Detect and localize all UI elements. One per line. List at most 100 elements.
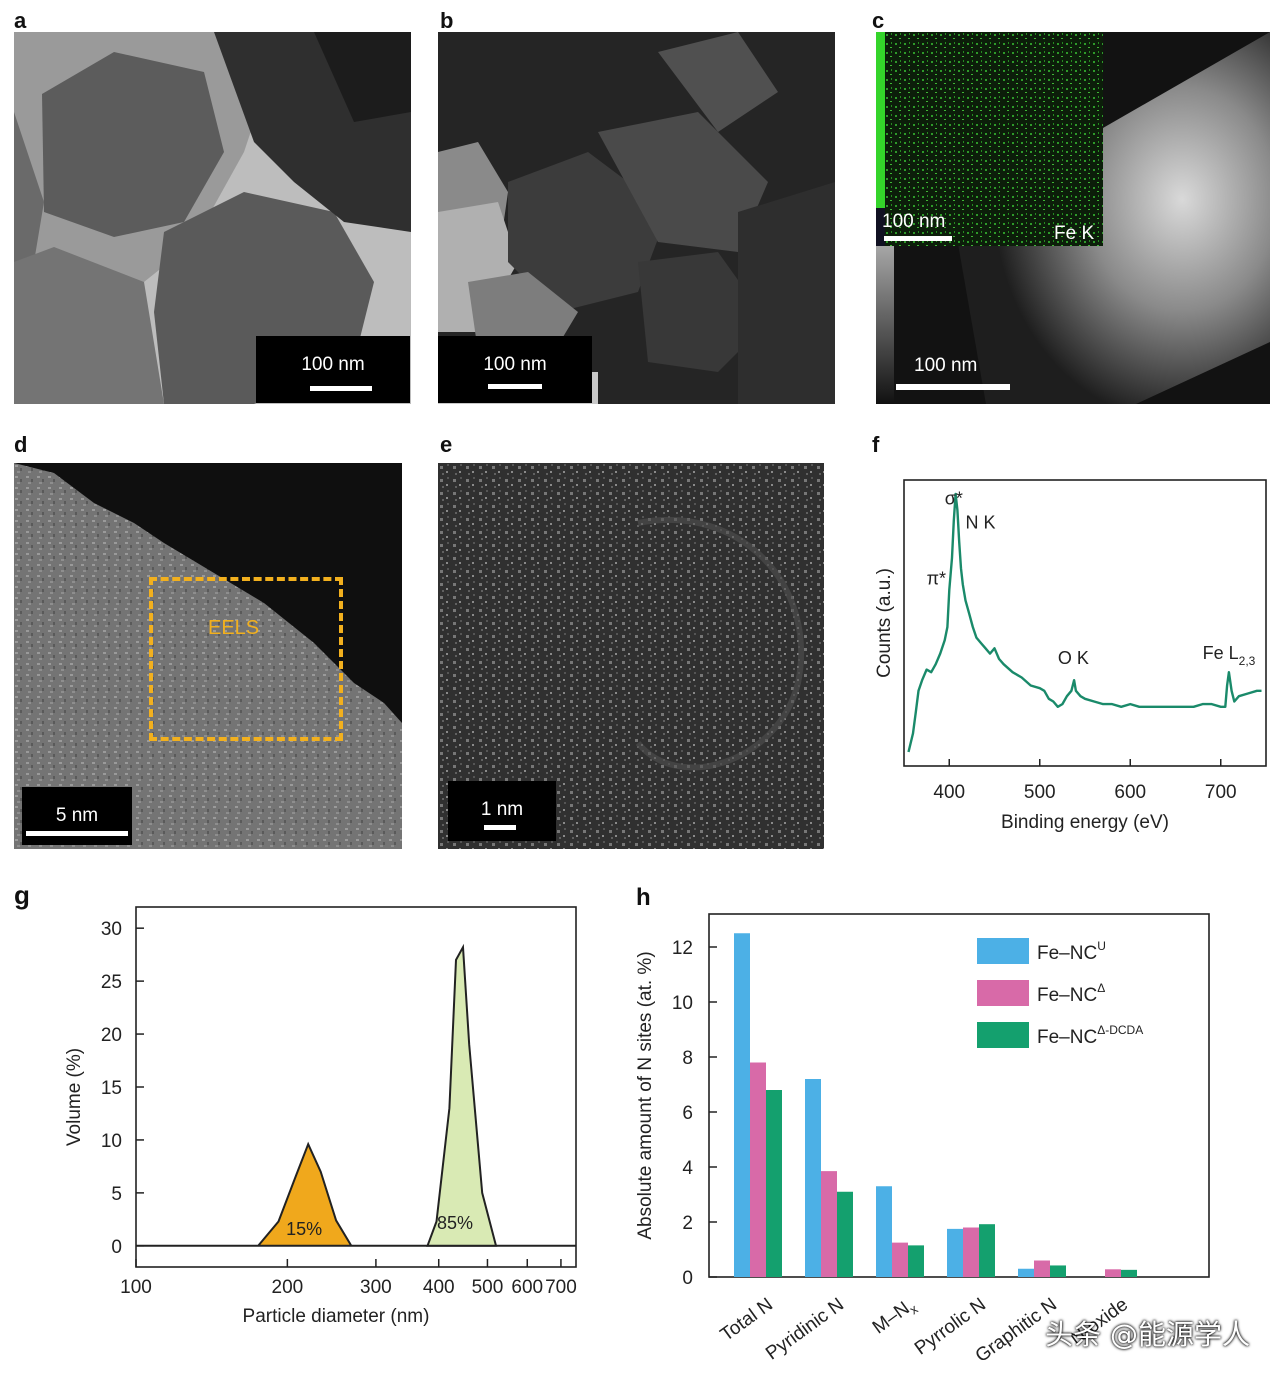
annotation-label: Fe L2,3: [1203, 643, 1256, 668]
x-tick-label: 500: [472, 1277, 504, 1298]
x-axis-label: Particle diameter (nm): [243, 1306, 430, 1327]
bar-1-1: [821, 1171, 837, 1277]
bar-2-2: [908, 1245, 924, 1277]
legend-swatch-0: [977, 938, 1029, 964]
edx-inset-scale-bar: [884, 236, 952, 241]
panel-letter-c: c: [872, 8, 885, 33]
bar-0-2: [766, 1090, 782, 1277]
x-tick-label: 300: [360, 1277, 392, 1298]
y-tick-label: 2: [682, 1213, 693, 1234]
bar-0-0: [734, 933, 750, 1277]
panel-letter-g: g: [14, 880, 30, 910]
bar-1-0: [805, 1079, 821, 1277]
eels-roi-box: [149, 577, 343, 741]
stem-image-d-graphic: [14, 463, 402, 849]
scale-bar-d-label: 5 nm: [55, 805, 99, 826]
category-subscript: x: [907, 1301, 921, 1317]
y-tick-label: 20: [101, 1025, 122, 1046]
x-tick-label: 600: [511, 1277, 543, 1298]
distribution-label-2: 85%: [437, 1213, 473, 1233]
y-tick-label: 8: [682, 1048, 693, 1069]
y-tick-label: 5: [111, 1184, 122, 1205]
plot-frame: [903, 479, 1267, 767]
y-tick-label: 25: [101, 972, 122, 993]
panel-letter-b: b: [440, 8, 454, 33]
y-axis-label: Absolute amount of N sites (at. %): [635, 951, 656, 1239]
x-tick-label: 700: [1205, 782, 1237, 803]
y-tick-label: 10: [101, 1131, 122, 1152]
y-tick-label: 30: [101, 919, 122, 940]
edx-inset-scale-label: 100 nm: [882, 211, 946, 232]
bar-4-1: [1034, 1260, 1050, 1277]
y-tick-label: 10: [672, 993, 693, 1014]
annotation-label: σ*: [945, 489, 963, 509]
legend-superscript: Δ: [1097, 981, 1105, 995]
x-tick-label: 200: [272, 1277, 304, 1298]
legend-swatch-1: [977, 980, 1029, 1006]
bar-4-2: [1050, 1265, 1066, 1277]
category-label-2: M–Nx: [869, 1294, 921, 1341]
edx-map-inset: [876, 32, 1103, 246]
y-tick-label: 0: [682, 1268, 693, 1289]
legend-label-2: Fe–NCΔ-DCDA: [1037, 1023, 1143, 1048]
x-axis-label: Binding energy (eV): [1001, 812, 1169, 833]
particle-size-chart: 0 5 10 15 20 25 30 100 200 300 400 500 600 700 Particl…: [64, 906, 577, 1327]
annotation-subscript: 2,3: [1239, 654, 1256, 668]
scale-bar-c: [896, 384, 1010, 390]
bar-2-1: [892, 1242, 908, 1277]
stem-image-d: [14, 463, 402, 849]
scale-bar-b-label: 100 nm: [483, 354, 547, 375]
scale-bar-e-label: 1 nm: [480, 799, 524, 820]
distribution-area-2: [426, 943, 498, 1247]
annotation-label: π*: [927, 568, 946, 588]
edx-inset-element-label: Fe K: [1054, 223, 1095, 244]
legend-superscript: U: [1097, 939, 1106, 953]
legend-label-1: Fe–NCΔ: [1037, 981, 1105, 1006]
scale-bar-c-label: 100 nm: [914, 355, 978, 376]
scale-bar-e: 1 nm: [448, 781, 556, 841]
panel-letter-h: h: [636, 884, 651, 911]
x-tick-label: 500: [1024, 782, 1056, 803]
bar-3-0: [947, 1228, 963, 1277]
scale-bar-a: 100 nm: [256, 336, 410, 403]
x-tick-label: 400: [933, 782, 965, 803]
watermark: 头条 @能源学人: [1045, 1318, 1250, 1351]
bar-3-1: [963, 1227, 979, 1277]
bar-5-1: [1105, 1269, 1121, 1277]
annotation-label: O K: [1058, 648, 1089, 668]
scale-bar-b: 100 nm: [438, 336, 592, 403]
eels-spectrum-chart: 400 500 600 700 Binding energy (eV) Counts (a…: [874, 479, 1267, 833]
x-tick-label: 100: [120, 1277, 152, 1298]
bar-4-0: [1018, 1268, 1034, 1277]
annotation-label: N K: [966, 513, 996, 533]
bar-3-2: [979, 1224, 995, 1277]
scale-bar-a-label: 100 nm: [301, 354, 365, 375]
edx-map-inset-graphic: [876, 32, 1103, 246]
n-sites-bar-chart: 0 2 4 6 8 10 12 Absolute amount of N sites (at.…: [635, 913, 1210, 1367]
y-tick-label: 15: [101, 1078, 122, 1099]
y-axis-label: Volume (%): [64, 1048, 85, 1146]
panel-letter-e: e: [440, 432, 453, 457]
y-tick-label: 4: [682, 1158, 693, 1179]
legend-superscript: Δ-DCDA: [1097, 1023, 1143, 1037]
bar-5-2: [1121, 1269, 1137, 1277]
legend-swatch-2: [977, 1022, 1029, 1048]
scale-bar-d: 5 nm: [22, 787, 132, 845]
x-tick-label: 400: [423, 1277, 455, 1298]
distribution-label-1: 15%: [286, 1219, 322, 1239]
plot-frame: [135, 906, 577, 1268]
panel-letter-f: f: [872, 432, 880, 457]
eels-roi-label: EELS: [208, 617, 260, 639]
y-tick-label: 12: [672, 938, 693, 959]
x-tick-label: 600: [1114, 782, 1146, 803]
x-tick-label: 700: [545, 1277, 577, 1298]
eels-series-line: [907, 492, 1262, 753]
y-axis-label: Counts (a.u.): [874, 568, 895, 678]
category-label-0: Total N: [717, 1294, 777, 1346]
bar-1-2: [837, 1191, 853, 1277]
y-tick-label: 6: [682, 1103, 693, 1124]
panel-letter-a: a: [14, 8, 27, 33]
legend-label-0: Fe–NCU: [1037, 939, 1106, 964]
y-tick-label: 0: [111, 1237, 122, 1258]
bar-0-1: [750, 1062, 766, 1277]
